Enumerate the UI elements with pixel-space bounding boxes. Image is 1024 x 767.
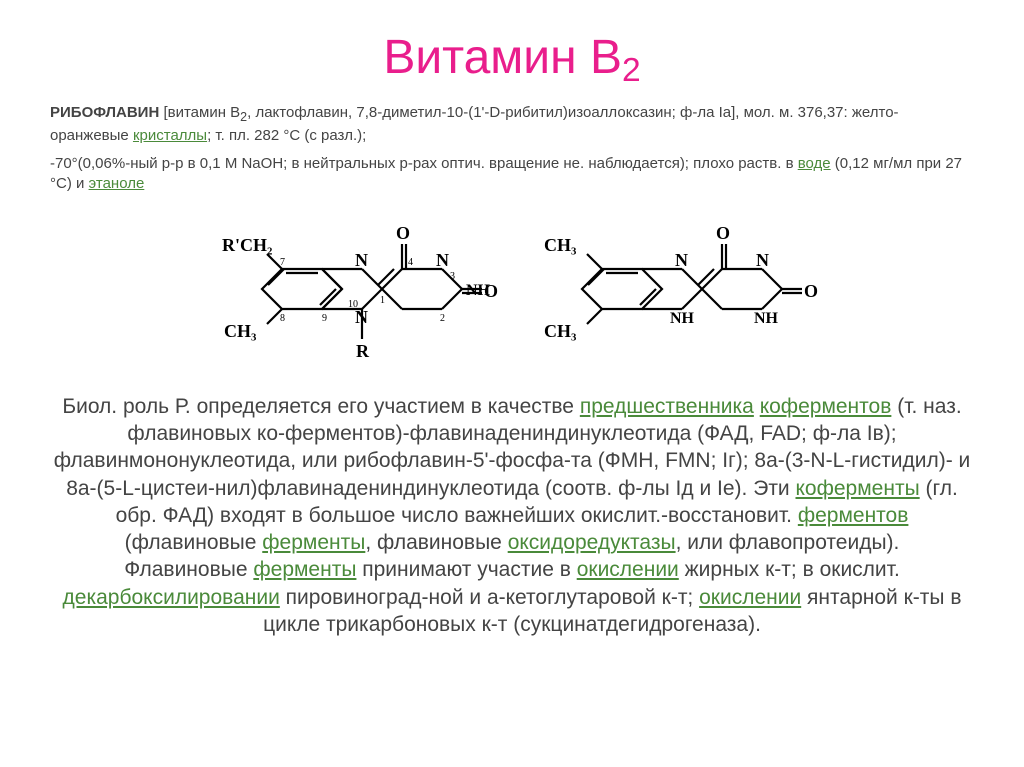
svg-text:4: 4: [408, 257, 413, 268]
svg-text:N: N: [756, 250, 769, 270]
svg-text:3: 3: [450, 271, 455, 282]
title-main: Витамин В: [383, 31, 622, 84]
p3-f10: пировиноград-ной и а-кетоглутаровой к-т;: [280, 586, 699, 609]
svg-text:10: 10: [348, 299, 358, 310]
link-oxidation-1[interactable]: окислении: [577, 558, 679, 581]
p3-f5: , флавиновые: [365, 531, 507, 554]
svg-text:N: N: [355, 250, 368, 270]
svg-text:8: 8: [280, 313, 285, 324]
p3-f7: Флавиновые: [124, 558, 253, 581]
svg-text:9: 9: [322, 313, 327, 324]
p3-f9: жирных к-т; в окислит.: [679, 558, 900, 581]
p1-lead: РИБОФЛАВИН: [50, 104, 159, 121]
p3-f6: , или флавопротеиды).: [676, 531, 900, 554]
link-enzymes-3[interactable]: ферменты: [253, 558, 356, 581]
link-oxidation-2[interactable]: окислении: [699, 586, 801, 609]
link-enzymes-2[interactable]: ферменты: [262, 531, 365, 554]
svg-text:N: N: [675, 250, 688, 270]
p2-f1: -70°(0,06%-ный р-р в 0,1 М NaOH; в нейтр…: [50, 155, 798, 172]
link-oxidoreductases[interactable]: оксидоредуктазы: [508, 531, 676, 554]
svg-text:N: N: [436, 250, 449, 270]
title-sub: 2: [622, 52, 641, 89]
p3-f8: принимают участие в: [356, 558, 576, 581]
link-coenzymes-1[interactable]: коферментов: [760, 395, 892, 418]
svg-text:CH₃: CH₃: [544, 321, 577, 341]
paragraph-2: -70°(0,06%-ный р-р в 0,1 М NaOH; в нейтр…: [50, 154, 974, 195]
link-enzymes-1[interactable]: ферментов: [798, 504, 909, 527]
svg-text:2: 2: [440, 313, 445, 324]
link-ethanol[interactable]: этаноле: [89, 175, 145, 192]
svg-text:O: O: [396, 223, 410, 243]
p1-f1: [витамин В: [159, 104, 240, 121]
p1-f3: ; т. пл. 282 °С (с разл.);: [207, 127, 366, 144]
svg-text:O: O: [484, 281, 498, 301]
svg-text:CH₃: CH₃: [224, 321, 257, 341]
slide-content: Витамин В2 РИБОФЛАВИН [витамин В2, лакто…: [0, 0, 1024, 658]
svg-text:N: N: [355, 307, 368, 327]
link-predecessor[interactable]: предшественника: [580, 395, 754, 418]
svg-text:1: 1: [380, 295, 385, 306]
slide-title: Витамин В2: [50, 30, 974, 85]
svg-text:CH₃: CH₃: [544, 235, 577, 255]
link-coenzymes-2[interactable]: коферменты: [796, 477, 920, 500]
svg-text:R'CH₂: R'CH₂: [222, 235, 272, 255]
paragraph-1: РИБОФЛАВИН [витамин В2, лактофлавин, 7,8…: [50, 103, 974, 146]
paragraph-3: Биол. роль Р. определяется его участием …: [50, 393, 974, 639]
chemical-structure-figure: R'CH₂ CH₃ R N N N NH O O 7 8 9 10: [50, 209, 974, 379]
link-crystals[interactable]: кристаллы: [133, 127, 207, 144]
svg-text:O: O: [716, 223, 730, 243]
chem-svg: R'CH₂ CH₃ R N N N NH O O 7 8 9 10: [202, 209, 822, 379]
link-decarboxylation[interactable]: декарбоксилировании: [63, 586, 280, 609]
svg-text:NH: NH: [670, 310, 695, 327]
svg-text:NH: NH: [754, 310, 779, 327]
svg-text:R: R: [356, 341, 370, 361]
svg-text:O: O: [804, 281, 818, 301]
svg-text:7: 7: [280, 257, 285, 268]
p3-f4: (флавиновые: [125, 531, 263, 554]
link-water[interactable]: воде: [798, 155, 831, 172]
p3-f1: Биол. роль Р. определяется его участием …: [62, 395, 580, 418]
